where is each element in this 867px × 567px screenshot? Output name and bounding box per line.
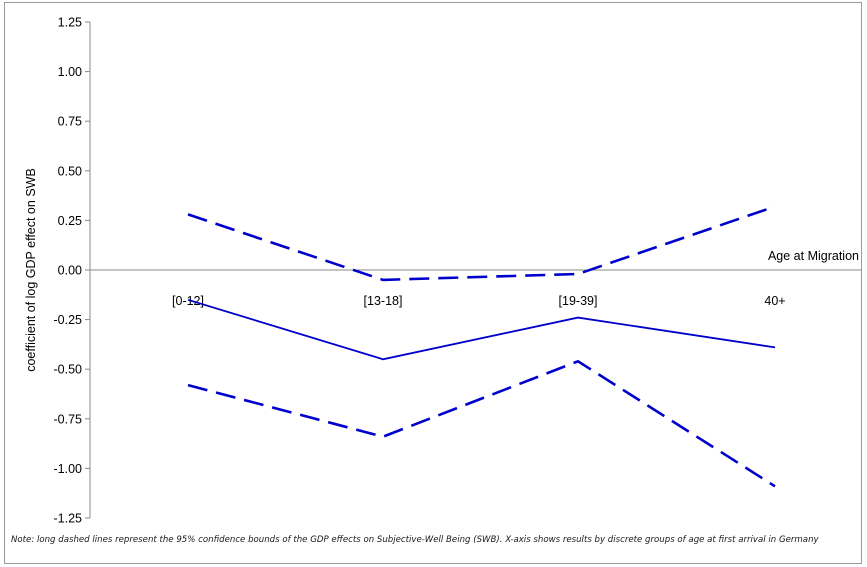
series-line-confidence-bound [187, 359, 776, 488]
chart-series [187, 205, 776, 488]
x-tick-label: [13-18] [364, 294, 403, 308]
series-line-estimate [187, 298, 776, 361]
chart-note: Note: long dashed lines represent the 95… [11, 535, 819, 545]
y-tick-label: 0.00 [58, 264, 82, 278]
y-tick-label: -1.25 [54, 512, 83, 526]
x-tick-label: 40+ [764, 294, 785, 308]
y-tick-label: 0.25 [58, 214, 82, 228]
y-tick-label: -1.00 [54, 462, 83, 476]
y-tick-label: -0.25 [54, 313, 83, 327]
y-tick-label: -0.50 [54, 363, 83, 377]
x-tick-label: [19-39] [559, 294, 598, 308]
y-tick-label: -0.75 [54, 412, 83, 426]
y-tick-label: 0.75 [58, 115, 82, 129]
chart-frame: 1.25 1.00 0.75 0.50 0.25 0.00 -0.25 -0.50 -0.75 -… [4, 2, 862, 564]
y-tick-labels: 1.25 1.00 0.75 0.50 0.25 0.00 -0.25 -0.50 -0.75 -… [54, 16, 83, 526]
x-tick-label: [0-12] [172, 294, 204, 308]
chart-axes [85, 21, 861, 519]
y-tick-label: 0.50 [58, 164, 82, 178]
y-axis-label: coefficient of log GDP effect on SWB [24, 168, 38, 372]
y-tick-label: 1.00 [58, 65, 82, 79]
y-tick-label: 1.25 [58, 16, 82, 30]
line-chart: 1.25 1.00 0.75 0.50 0.25 0.00 -0.25 -0.50 -0.75 -… [24, 16, 861, 526]
x-axis-label: Age at Migration [768, 249, 859, 263]
series-line-confidence-bound [187, 205, 776, 282]
x-tick-labels: [0-12] [13-18] [19-39] 40+ [172, 294, 786, 308]
